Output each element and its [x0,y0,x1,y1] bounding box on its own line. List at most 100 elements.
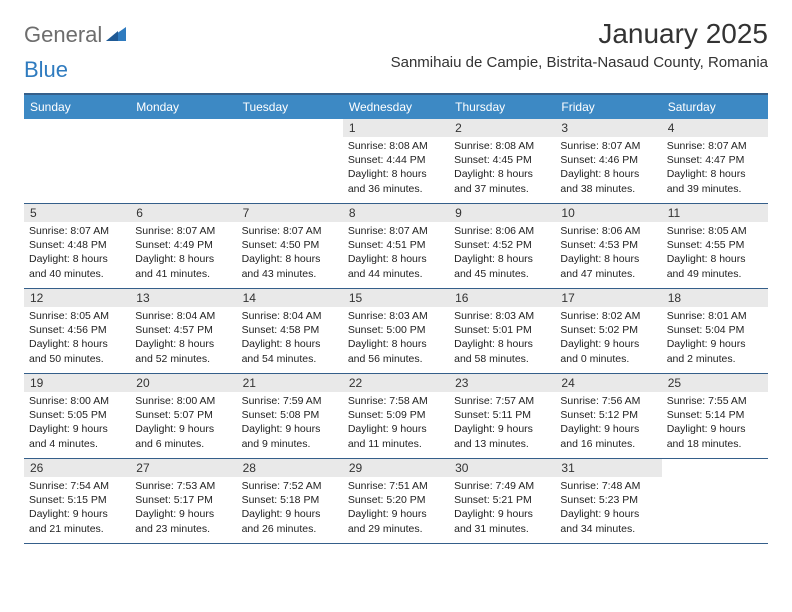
daylight-text: Daylight: 9 hours and 2 minutes. [667,337,763,365]
day-number: 6 [130,204,236,222]
day-number: 15 [343,289,449,307]
daylight-text: Daylight: 8 hours and 52 minutes. [135,337,231,365]
daylight-text: Daylight: 9 hours and 16 minutes. [560,422,656,450]
daylight-text: Daylight: 9 hours and 34 minutes. [560,507,656,535]
day-cell [662,459,768,543]
daylight-text: Daylight: 9 hours and 4 minutes. [29,422,125,450]
day-number: 24 [555,374,661,392]
day-number: 13 [130,289,236,307]
sunset-text: Sunset: 4:47 PM [667,153,763,167]
brand-triangle-icon [106,25,126,46]
sunrise-text: Sunrise: 7:54 AM [29,479,125,493]
day-cell [237,119,343,203]
day-number: 23 [449,374,555,392]
day-number: 3 [555,119,661,137]
sunset-text: Sunset: 5:02 PM [560,323,656,337]
daylight-text: Daylight: 9 hours and 9 minutes. [242,422,338,450]
calendar-page: General January 2025 Sanmihaiu de Campie… [0,0,792,562]
daylight-text: Daylight: 8 hours and 45 minutes. [454,252,550,280]
day-number: 18 [662,289,768,307]
day-number: 17 [555,289,661,307]
sunset-text: Sunset: 4:49 PM [135,238,231,252]
sunrise-text: Sunrise: 8:07 AM [29,224,125,238]
daylight-text: Daylight: 9 hours and 11 minutes. [348,422,444,450]
day-number: 1 [343,119,449,137]
sunset-text: Sunset: 4:48 PM [29,238,125,252]
sunset-text: Sunset: 4:44 PM [348,153,444,167]
sunset-text: Sunset: 5:11 PM [454,408,550,422]
sunrise-text: Sunrise: 8:08 AM [454,139,550,153]
sunrise-text: Sunrise: 8:07 AM [135,224,231,238]
sunrise-text: Sunrise: 7:56 AM [560,394,656,408]
day-number: 7 [237,204,343,222]
daylight-text: Daylight: 9 hours and 31 minutes. [454,507,550,535]
day-number: 11 [662,204,768,222]
sunrise-text: Sunrise: 8:07 AM [667,139,763,153]
brand-part2: Blue [24,57,68,83]
sunrise-text: Sunrise: 8:07 AM [560,139,656,153]
day-cell: 23Sunrise: 7:57 AMSunset: 5:11 PMDayligh… [449,374,555,458]
day-number: 5 [24,204,130,222]
sunset-text: Sunset: 5:08 PM [242,408,338,422]
daylight-text: Daylight: 8 hours and 39 minutes. [667,167,763,195]
week-row: 19Sunrise: 8:00 AMSunset: 5:05 PMDayligh… [24,374,768,459]
sunset-text: Sunset: 4:58 PM [242,323,338,337]
day-cell: 9Sunrise: 8:06 AMSunset: 4:52 PMDaylight… [449,204,555,288]
day-cell: 6 Sunrise: 8:07 AMSunset: 4:49 PMDaylight… [130,204,236,288]
day-cell: 31Sunrise: 7:48 AMSunset: 5:23 PMDayligh… [555,459,661,543]
day-cell: 17 Sunrise: 8:02 AMSunset: 5:02 PMDayligh… [555,289,661,373]
sunset-text: Sunset: 5:07 PM [135,408,231,422]
sunrise-text: Sunrise: 8:05 AM [667,224,763,238]
day-number: 22 [343,374,449,392]
day-header: Saturday [662,95,768,119]
daylight-text: Daylight: 9 hours and 0 minutes. [560,337,656,365]
day-number: 26 [24,459,130,477]
sunset-text: Sunset: 4:45 PM [454,153,550,167]
daylight-text: Daylight: 8 hours and 41 minutes. [135,252,231,280]
sunrise-text: Sunrise: 8:05 AM [29,309,125,323]
sunrise-text: Sunrise: 8:08 AM [348,139,444,153]
sunset-text: Sunset: 5:21 PM [454,493,550,507]
day-header: Sunday [24,95,130,119]
day-cell: 3Sunrise: 8:07 AMSunset: 4:46 PMDaylight… [555,119,661,203]
day-number: 19 [24,374,130,392]
daylight-text: Daylight: 8 hours and 58 minutes. [454,337,550,365]
day-number: 25 [662,374,768,392]
sunrise-text: Sunrise: 8:04 AM [135,309,231,323]
week-row: 12Sunrise: 8:05 AMSunset: 4:56 PMDayligh… [24,289,768,374]
day-cell: 30Sunrise: 7:49 AMSunset: 5:21 PMDayligh… [449,459,555,543]
week-row: 1Sunrise: 8:08 AMSunset: 4:44 PMDaylight… [24,119,768,204]
day-number: 9 [449,204,555,222]
day-number: 29 [343,459,449,477]
daylight-text: Daylight: 9 hours and 26 minutes. [242,507,338,535]
day-cell: 7Sunrise: 8:07 AMSunset: 4:50 PMDaylight… [237,204,343,288]
sunrise-text: Sunrise: 7:53 AM [135,479,231,493]
sunset-text: Sunset: 5:15 PM [29,493,125,507]
sunrise-text: Sunrise: 8:06 AM [454,224,550,238]
day-number: 8 [343,204,449,222]
daylight-text: Daylight: 8 hours and 36 minutes. [348,167,444,195]
day-cell: 2Sunrise: 8:08 AMSunset: 4:45 PMDaylight… [449,119,555,203]
day-header: Wednesday [343,95,449,119]
sunset-text: Sunset: 5:12 PM [560,408,656,422]
sunrise-text: Sunrise: 8:00 AM [135,394,231,408]
sunrise-text: Sunrise: 7:48 AM [560,479,656,493]
sunset-text: Sunset: 5:14 PM [667,408,763,422]
day-cell: 4 Sunrise: 8:07 AMSunset: 4:47 PMDaylight… [662,119,768,203]
daylight-text: Daylight: 8 hours and 54 minutes. [242,337,338,365]
day-cell: 1 Sunrise: 8:08 AMSunset: 4:44 PMDaylight… [343,119,449,203]
sunrise-text: Sunrise: 8:06 AM [560,224,656,238]
sunrise-text: Sunrise: 8:03 AM [348,309,444,323]
sunrise-text: Sunrise: 8:07 AM [242,224,338,238]
day-number: 21 [237,374,343,392]
day-cell: 26Sunrise: 7:54 AMSunset: 5:15 PMDayligh… [24,459,130,543]
month-title: January 2025 [391,18,768,50]
daylight-text: Daylight: 8 hours and 56 minutes. [348,337,444,365]
sunrise-text: Sunrise: 8:03 AM [454,309,550,323]
day-number: 4 [662,119,768,137]
day-cell: 28Sunrise: 7:52 AMSunset: 5:18 PMDayligh… [237,459,343,543]
day-number: 31 [555,459,661,477]
sunrise-text: Sunrise: 8:02 AM [560,309,656,323]
day-cell: 12Sunrise: 8:05 AMSunset: 4:56 PMDayligh… [24,289,130,373]
daylight-text: Daylight: 8 hours and 50 minutes. [29,337,125,365]
